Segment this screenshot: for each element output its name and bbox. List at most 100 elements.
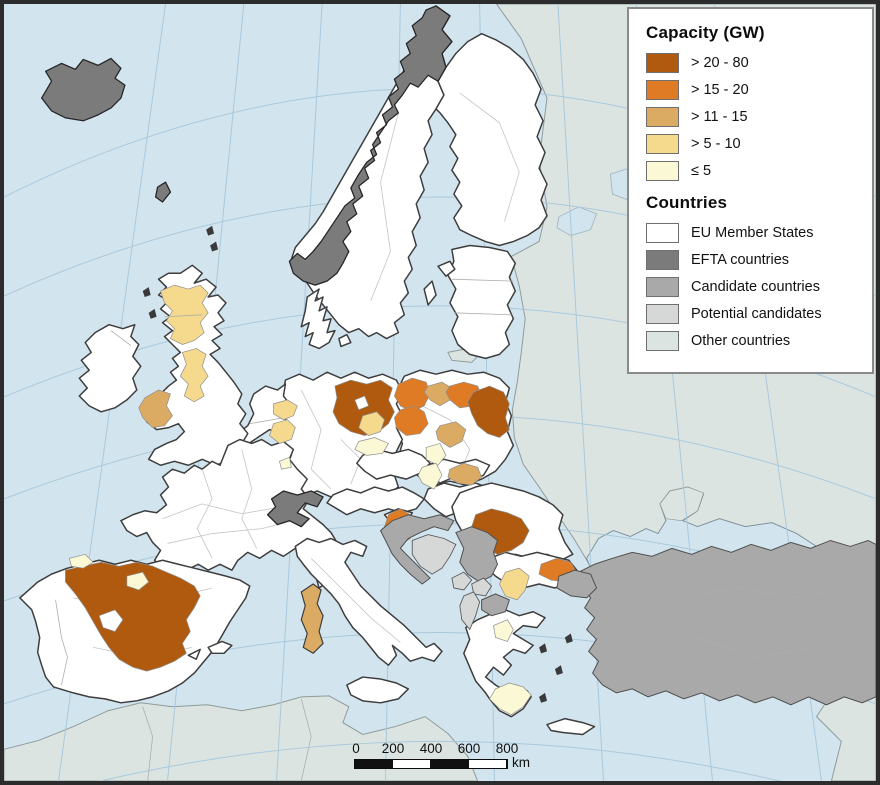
crimea (659, 486, 705, 522)
region-peloponnese (489, 682, 532, 716)
capacity-label-5: ≤ 5 (691, 163, 712, 179)
capacity-swatch-1 (646, 53, 679, 73)
montenegro (451, 571, 473, 591)
legend-row: ≤ 5 (646, 161, 864, 181)
capacity-swatch-3 (646, 107, 679, 127)
legend-row: > 20 - 80 (646, 53, 864, 73)
capacity-label-2: > 15 - 20 (691, 82, 749, 98)
scale-tick-200: 200 (381, 741, 405, 756)
scale-tick-0: 0 (352, 741, 360, 756)
balearics (207, 640, 233, 655)
switzerland (266, 490, 324, 528)
turkey-thrace (556, 569, 598, 599)
region-rhineland (269, 419, 296, 444)
capacity-regions (65, 284, 578, 716)
efta-countries (41, 5, 453, 528)
region-north-england (179, 348, 209, 403)
scale-segment (355, 760, 392, 768)
country-label-candidate: Candidate countries (691, 279, 820, 295)
region-saxony (354, 437, 389, 456)
legend-row: EU Member States (646, 223, 864, 243)
austria (326, 486, 425, 516)
iceland (41, 57, 126, 122)
legend-row: EFTA countries (646, 250, 864, 270)
danish-isles (338, 333, 352, 348)
legend-capacity-title: Capacity (GW) (646, 23, 765, 42)
region-netherlands-south (273, 399, 298, 421)
capacity-label-4: > 5 - 10 (691, 136, 741, 152)
scale-tick-400: 400 (419, 741, 443, 756)
legend-row: Potential candidates (646, 304, 864, 324)
region-sardinia (300, 583, 324, 655)
bosnia (411, 534, 457, 575)
capacity-label-1: > 20 - 80 (691, 55, 749, 71)
legend-row: > 11 - 15 (646, 107, 864, 127)
ireland (78, 323, 142, 413)
croatia (379, 514, 455, 585)
baltic-states (447, 244, 517, 360)
region-cantabria (68, 553, 94, 569)
scale-tick-800: 800 (495, 741, 519, 756)
region-east-slovakia (447, 462, 483, 486)
region-pomerania (423, 381, 453, 407)
country-label-potential: Potential candidates (691, 306, 822, 322)
region-lubusz (394, 405, 429, 436)
italy (294, 537, 443, 666)
legend-row: > 15 - 20 (646, 80, 864, 100)
france (120, 438, 338, 571)
islets (142, 225, 573, 703)
scale-bar: 0 200 400 600 800 km (352, 741, 559, 777)
legend-countries-title: Countries (646, 193, 728, 212)
region-greek-macedonia (493, 619, 514, 642)
region-west-slovakia (417, 462, 443, 490)
crete (546, 717, 596, 736)
country-label-efta: EFTA countries (691, 252, 790, 268)
country-swatch-efta (646, 250, 679, 270)
legend-row: > 5 - 10 (646, 134, 864, 154)
region-wales (138, 389, 173, 429)
scale-unit-label: km (512, 755, 530, 770)
sicily (346, 676, 410, 704)
region-west-pomerania (394, 377, 431, 413)
region-saxony-anhalt (358, 411, 385, 436)
country-swatch-other (646, 331, 679, 351)
country-swatch-eu (646, 223, 679, 243)
country-swatch-candidate (646, 277, 679, 297)
legend-row: Other countries (646, 331, 864, 351)
region-lodz (435, 421, 467, 448)
country-swatch-potential (646, 304, 679, 324)
candidate-countries (379, 514, 876, 706)
serbia (455, 526, 499, 583)
capacity-swatch-2 (646, 80, 679, 100)
norway (288, 5, 453, 286)
potential-candidates (411, 534, 493, 631)
turkey (578, 539, 876, 706)
region-navarra (126, 571, 150, 591)
albania (459, 591, 481, 631)
north-macedonia (481, 593, 510, 617)
region-central-spain (65, 561, 201, 672)
denmark (300, 288, 336, 350)
scale-tick-600: 600 (457, 741, 481, 756)
saaremaa (437, 260, 456, 277)
scale-bar-ticks: 0 200 400 600 800 (352, 741, 559, 757)
region-mazovia (467, 385, 510, 438)
scale-bar-rule (354, 759, 508, 769)
capacity-swatch-4 (646, 134, 679, 154)
capacity-swatch-5 (646, 161, 679, 181)
balearic-small (187, 648, 201, 660)
country-label-eu: EU Member States (691, 225, 814, 241)
legend: Capacity (GW) > 20 - 80 > 15 - 20 > 11 -… (627, 7, 874, 374)
region-south-poland (425, 443, 447, 466)
scale-segment (431, 760, 468, 768)
region-scotland (160, 284, 209, 345)
faroe-islands (154, 181, 172, 203)
capacity-label-3: > 11 - 15 (691, 109, 748, 125)
scale-segment (392, 760, 431, 768)
finland (435, 32, 548, 247)
country-label-other: Other countries (691, 333, 791, 349)
region-southwest-bulgaria (499, 567, 530, 601)
gotland (423, 280, 437, 306)
region-saarland (279, 456, 292, 470)
